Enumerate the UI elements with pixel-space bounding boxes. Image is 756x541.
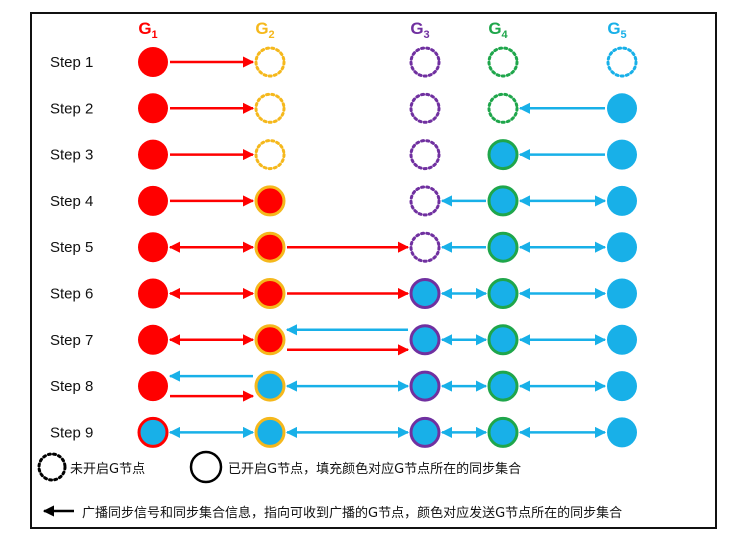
active-node <box>409 370 441 402</box>
group-header: G5 <box>607 19 626 41</box>
active-node <box>607 417 637 448</box>
active-node <box>487 231 519 263</box>
active-node <box>254 231 286 263</box>
active-node <box>254 185 286 217</box>
inactive-node <box>409 231 441 263</box>
active-node <box>409 416 441 448</box>
active-node <box>487 416 519 448</box>
active-node <box>254 416 286 448</box>
active-node <box>138 185 168 216</box>
step-label: Step 2 <box>50 100 93 117</box>
active-node <box>138 139 168 170</box>
active-node <box>607 185 637 216</box>
active-node <box>137 416 169 448</box>
active-node <box>607 324 637 355</box>
group-header: G4 <box>488 19 508 41</box>
group-header: G2 <box>255 19 274 41</box>
active-node <box>487 370 519 402</box>
active-node <box>409 278 441 309</box>
legend-ring-node <box>189 450 223 484</box>
inactive-node <box>409 46 441 78</box>
inactive-node <box>254 139 286 171</box>
active-node <box>409 324 441 356</box>
legend-dotted-text: 未开启G节点 <box>70 462 146 477</box>
active-node <box>607 139 637 170</box>
active-node <box>607 93 637 124</box>
active-node <box>487 278 519 309</box>
legend-ring-text: 已开启G节点，填充颜色对应G节点所在的同步集合 <box>228 462 522 477</box>
inactive-node <box>487 92 519 124</box>
active-node <box>138 232 168 263</box>
group-header: G3 <box>410 19 429 41</box>
step-label: Step 1 <box>50 54 93 71</box>
active-node <box>138 93 168 124</box>
inactive-node <box>409 92 441 124</box>
active-node <box>138 371 168 402</box>
step-label: Step 8 <box>50 378 93 395</box>
step-label: Step 4 <box>50 193 93 210</box>
active-node <box>607 371 637 402</box>
inactive-node <box>254 92 286 124</box>
active-node <box>138 47 168 77</box>
inactive-node <box>409 185 441 217</box>
active-node <box>138 324 168 355</box>
step-label: Step 5 <box>50 239 93 256</box>
step-label: Step 7 <box>50 332 93 349</box>
step-label: Step 9 <box>50 424 93 441</box>
inactive-node <box>487 46 519 78</box>
inactive-node <box>409 139 441 171</box>
step-label: Step 3 <box>50 147 93 164</box>
inactive-node <box>606 46 638 78</box>
legend-arrow-text: 广播同步信号和同步集合信息，指向可收到广播的G节点，颜色对应发送G节点所在的同步… <box>82 506 623 521</box>
active-node <box>487 139 519 171</box>
active-node <box>138 278 168 309</box>
active-node <box>254 278 286 309</box>
active-node <box>487 324 519 356</box>
diagram-frame <box>30 12 717 529</box>
active-node <box>607 278 637 309</box>
legend-dotted-node <box>37 452 67 482</box>
group-header: G1 <box>138 19 157 41</box>
active-node <box>254 370 286 402</box>
inactive-node <box>254 46 286 78</box>
active-node <box>607 232 637 263</box>
step-label: Step 6 <box>50 286 93 303</box>
active-node <box>487 185 519 217</box>
active-node <box>254 324 286 356</box>
